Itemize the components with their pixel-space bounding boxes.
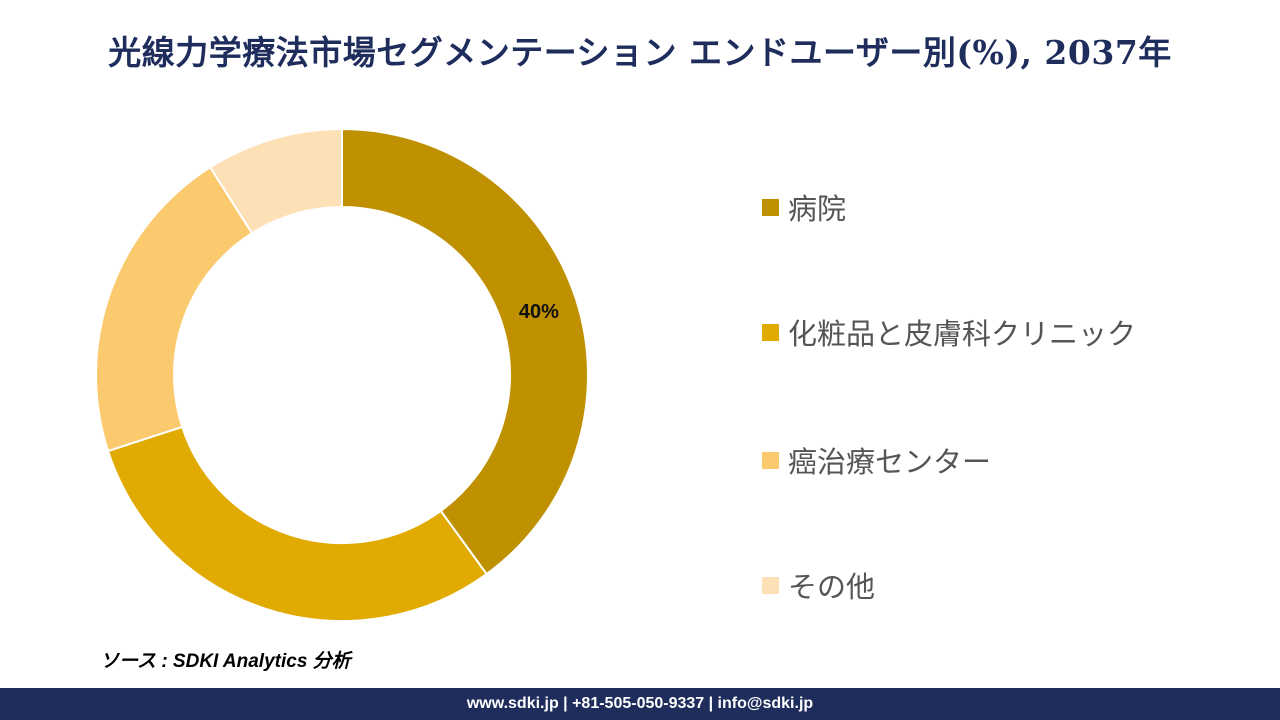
- donut-slice-2: [106, 425, 488, 622]
- legend-item-3: 癌治療センター: [762, 439, 991, 481]
- legend-label: 化粧品と皮膚科クリニック: [788, 317, 1137, 351]
- chart-title: 光線力学療法市場セグメンテーション エンドユーザー別(%), 2037年: [108, 33, 1172, 72]
- donut-slice-3: [95, 165, 254, 453]
- legend-item-1: 病院: [762, 186, 846, 228]
- data-label-1: 40%: [519, 301, 559, 323]
- legend-label: 病院: [788, 192, 847, 226]
- legend-item-2: 化粧品と皮膚科クリニック: [762, 311, 1136, 353]
- legend-label: その他: [788, 570, 876, 604]
- donut-slice-4: [208, 127, 343, 235]
- legend-swatch: [762, 198, 779, 216]
- legend-swatch: [762, 576, 779, 594]
- legend-swatch: [762, 323, 779, 341]
- source-note: ソース : SDKI Analytics 分析: [100, 651, 351, 672]
- legend-item-4: その他: [762, 564, 875, 606]
- donut-slice-1: [341, 127, 589, 576]
- legend-label: 癌治療センター: [788, 445, 992, 479]
- footer-contact-bar: www.sdki.jp | +81-505-050-9337 | info@sd…: [0, 688, 1280, 720]
- legend-swatch: [762, 451, 779, 469]
